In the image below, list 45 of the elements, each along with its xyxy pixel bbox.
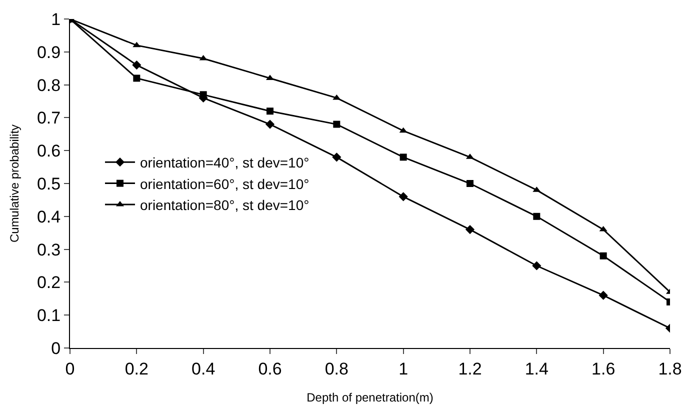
x-tick-label: 1.4	[524, 359, 548, 378]
y-tick-label: 0.8	[36, 76, 61, 95]
point	[132, 42, 141, 48]
point	[466, 180, 474, 187]
point	[598, 290, 608, 300]
legend-label: orientation=40°, st dev=10°	[140, 154, 310, 171]
point	[200, 91, 207, 98]
point	[532, 261, 542, 270]
x-tick-label: 0.6	[258, 359, 282, 378]
x-tick-label: 1.2	[458, 359, 482, 378]
point	[332, 94, 341, 100]
legend-label: orientation=60°, st dev=10°	[140, 176, 310, 192]
y-axis-title: Cumulative probability	[7, 124, 22, 243]
y-tick-label: 0.2	[36, 273, 61, 292]
y-tick-label: 1	[51, 10, 61, 29]
y-tick-label: 0.4	[36, 207, 61, 226]
x-tick-label: 0.4	[192, 359, 216, 378]
point	[465, 225, 475, 234]
point	[533, 212, 540, 220]
point	[399, 127, 408, 133]
x-tick-label: 0.8	[324, 359, 348, 378]
x-axis-title: Depth of penetration(m)	[306, 390, 434, 404]
legend-label: orientation=80°, st dev=10°	[140, 196, 310, 213]
y-tick-label: 0.3	[36, 240, 61, 260]
point	[132, 60, 142, 70]
y-tick-label: 0.6	[36, 142, 61, 161]
point	[133, 74, 140, 82]
y-tick-label: 0.7	[36, 108, 61, 128]
point	[199, 54, 208, 60]
point	[398, 192, 408, 202]
y-tick-label: 0.9	[36, 42, 61, 62]
y-tick-label: 0.5	[36, 174, 61, 194]
point	[265, 120, 275, 129]
x-tick-label: 1.8	[658, 359, 682, 378]
point	[400, 154, 407, 161]
point	[266, 108, 274, 115]
y-tick-label: 0.1	[36, 306, 61, 326]
point	[600, 252, 607, 260]
y-tick-label: 0	[51, 338, 61, 358]
x-tick-label: 0	[65, 359, 75, 378]
x-tick-label: 1	[398, 359, 408, 378]
point	[333, 120, 340, 128]
x-tick-label: 1.6	[592, 359, 616, 378]
x-tick-label: 0.2	[124, 359, 148, 378]
point	[332, 152, 342, 162]
